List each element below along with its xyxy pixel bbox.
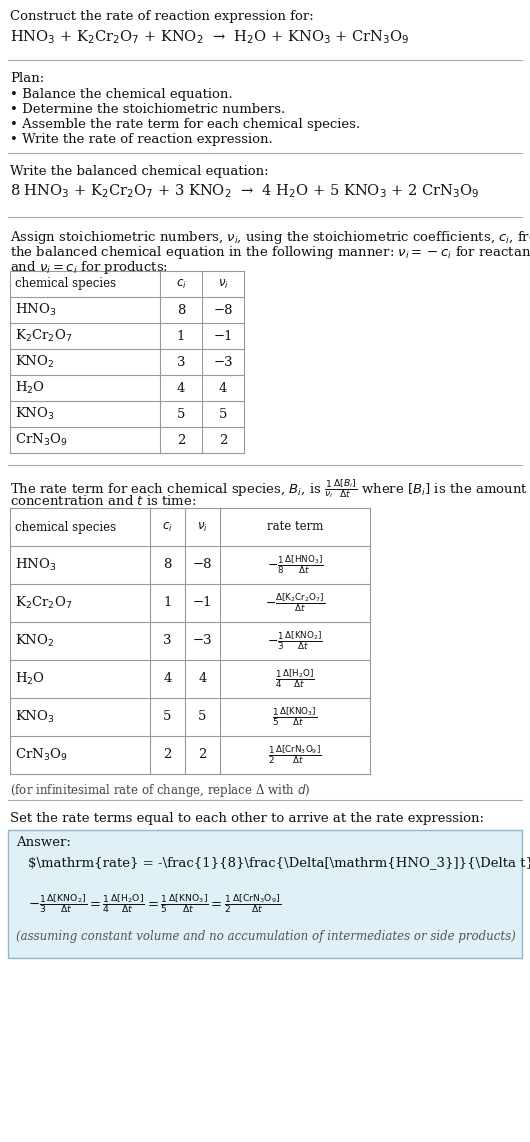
Text: $c_i$: $c_i$ — [175, 278, 187, 290]
Text: H$_2$O: H$_2$O — [15, 380, 45, 396]
Text: K$_2$Cr$_2$O$_7$: K$_2$Cr$_2$O$_7$ — [15, 328, 72, 344]
Text: Set the rate terms equal to each other to arrive at the rate expression:: Set the rate terms equal to each other t… — [10, 812, 484, 825]
Text: Answer:: Answer: — [16, 836, 71, 849]
Text: $-\frac{1}{8}\frac{\Delta[\mathrm{HNO_3}]}{\Delta t}$: $-\frac{1}{8}\frac{\Delta[\mathrm{HNO_3}… — [267, 554, 323, 577]
Text: $\frac{1}{4}\frac{\Delta[\mathrm{H_2O}]}{\Delta t}$: $\frac{1}{4}\frac{\Delta[\mathrm{H_2O}]}… — [275, 668, 315, 690]
Text: 2: 2 — [177, 434, 185, 447]
Text: −1: −1 — [193, 596, 212, 610]
Text: $-\frac{1}{3}\frac{\Delta[\mathrm{KNO_2}]}{\Delta t}$: $-\frac{1}{3}\frac{\Delta[\mathrm{KNO_2}… — [267, 629, 323, 652]
Text: −8: −8 — [213, 304, 233, 316]
Text: 4: 4 — [198, 673, 207, 685]
Text: K$_2$Cr$_2$O$_7$: K$_2$Cr$_2$O$_7$ — [15, 595, 72, 611]
Text: (assuming constant volume and no accumulation of intermediates or side products): (assuming constant volume and no accumul… — [16, 930, 516, 943]
Text: 5: 5 — [177, 408, 185, 420]
Text: KNO$_3$: KNO$_3$ — [15, 709, 55, 725]
Text: • Determine the stoichiometric numbers.: • Determine the stoichiometric numbers. — [10, 103, 285, 116]
Text: 5: 5 — [198, 710, 207, 724]
Text: 8 HNO$_3$ + K$_2$Cr$_2$O$_7$ + 3 KNO$_2$  →  4 H$_2$O + 5 KNO$_3$ + 2 CrN$_3$O$_: 8 HNO$_3$ + K$_2$Cr$_2$O$_7$ + 3 KNO$_2$… — [10, 182, 480, 200]
Text: 8: 8 — [163, 558, 172, 571]
Text: 2: 2 — [163, 748, 172, 762]
Text: $\frac{1}{5}\frac{\Delta[\mathrm{KNO_3}]}{\Delta t}$: $\frac{1}{5}\frac{\Delta[\mathrm{KNO_3}]… — [272, 706, 317, 729]
Text: 4: 4 — [219, 381, 227, 394]
Text: The rate term for each chemical species, $B_i$, is $\frac{1}{\nu_i}\frac{\Delta[: The rate term for each chemical species,… — [10, 477, 528, 500]
Text: KNO$_2$: KNO$_2$ — [15, 354, 55, 370]
Text: 5: 5 — [163, 710, 172, 724]
Text: and $\nu_i = c_i$ for products:: and $\nu_i = c_i$ for products: — [10, 259, 168, 276]
Text: −3: −3 — [193, 635, 213, 648]
Text: −8: −8 — [193, 558, 212, 571]
Text: $-\frac{1}{3}\frac{\Delta[\mathrm{KNO_2}]}{\Delta t} = \frac{1}{4}\frac{\Delta[\: $-\frac{1}{3}\frac{\Delta[\mathrm{KNO_2}… — [28, 892, 281, 915]
Text: $\frac{1}{2}\frac{\Delta[\mathrm{CrN_3O_9}]}{\Delta t}$: $\frac{1}{2}\frac{\Delta[\mathrm{CrN_3O_… — [268, 743, 322, 766]
Text: Write the balanced chemical equation:: Write the balanced chemical equation: — [10, 164, 269, 178]
Text: HNO$_3$ + K$_2$Cr$_2$O$_7$ + KNO$_2$  →  H$_2$O + KNO$_3$ + CrN$_3$O$_9$: HNO$_3$ + K$_2$Cr$_2$O$_7$ + KNO$_2$ → H… — [10, 29, 410, 46]
Text: 2: 2 — [219, 434, 227, 447]
Text: Construct the rate of reaction expression for:: Construct the rate of reaction expressio… — [10, 10, 314, 23]
Text: 2: 2 — [198, 748, 207, 762]
Text: 3: 3 — [163, 635, 172, 648]
Text: the balanced chemical equation in the following manner: $\nu_i = -c_i$ for react: the balanced chemical equation in the fo… — [10, 244, 530, 262]
Text: rate term: rate term — [267, 521, 323, 533]
Text: $\mathrm{rate} = -\frac{1}{8}\frac{\Delta[\mathrm{HNO_3}]}{\Delta t} = -\frac{\D: $\mathrm{rate} = -\frac{1}{8}\frac{\Delt… — [28, 856, 530, 869]
Text: HNO$_3$: HNO$_3$ — [15, 301, 56, 319]
Text: CrN$_3$O$_9$: CrN$_3$O$_9$ — [15, 747, 68, 763]
Text: $c_i$: $c_i$ — [162, 521, 173, 533]
Text: • Write the rate of reaction expression.: • Write the rate of reaction expression. — [10, 132, 273, 146]
Text: 4: 4 — [177, 381, 185, 394]
Text: chemical species: chemical species — [15, 521, 116, 533]
Text: Plan:: Plan: — [10, 72, 44, 85]
Text: KNO$_2$: KNO$_2$ — [15, 633, 55, 649]
Text: KNO$_3$: KNO$_3$ — [15, 405, 55, 423]
Text: 1: 1 — [163, 596, 172, 610]
Text: 8: 8 — [177, 304, 185, 316]
Text: • Balance the chemical equation.: • Balance the chemical equation. — [10, 88, 233, 100]
Bar — [8, 830, 522, 958]
Text: 1: 1 — [177, 330, 185, 343]
Text: 4: 4 — [163, 673, 172, 685]
Text: (for infinitesimal rate of change, replace Δ with $d$): (for infinitesimal rate of change, repla… — [10, 782, 311, 799]
Text: CrN$_3$O$_9$: CrN$_3$O$_9$ — [15, 432, 68, 448]
Text: chemical species: chemical species — [15, 278, 116, 290]
Text: HNO$_3$: HNO$_3$ — [15, 557, 56, 573]
Text: $\nu_i$: $\nu_i$ — [218, 278, 228, 290]
Text: 3: 3 — [176, 355, 186, 369]
Text: −1: −1 — [213, 330, 233, 343]
Text: $\nu_i$: $\nu_i$ — [197, 521, 208, 533]
Text: concentration and $t$ is time:: concentration and $t$ is time: — [10, 494, 197, 508]
Text: Assign stoichiometric numbers, $\nu_i$, using the stoichiometric coefficients, $: Assign stoichiometric numbers, $\nu_i$, … — [10, 230, 530, 246]
Text: • Assemble the rate term for each chemical species.: • Assemble the rate term for each chemic… — [10, 118, 360, 131]
Text: 5: 5 — [219, 408, 227, 420]
Text: −3: −3 — [213, 355, 233, 369]
Text: $-\frac{\Delta[\mathrm{K_2Cr_2O_7}]}{\Delta t}$: $-\frac{\Delta[\mathrm{K_2Cr_2O_7}]}{\De… — [265, 592, 325, 614]
Text: H$_2$O: H$_2$O — [15, 671, 45, 687]
